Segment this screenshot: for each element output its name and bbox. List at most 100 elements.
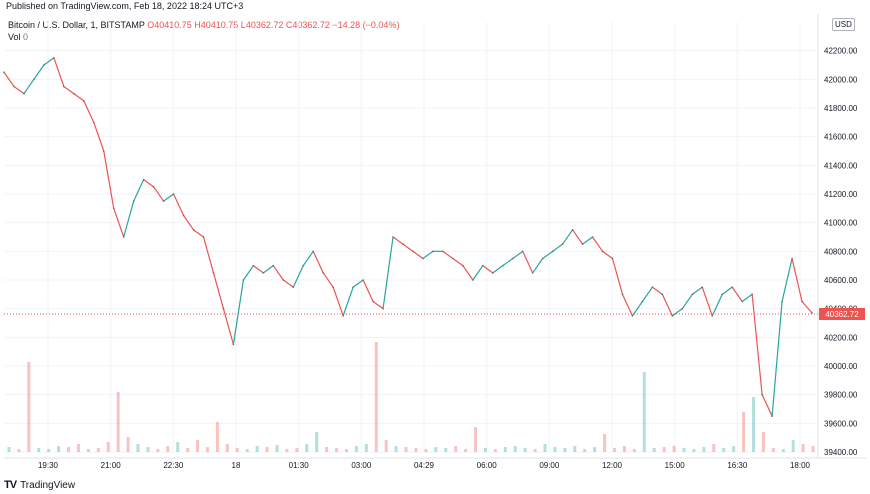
tradingview-logo-icon[interactable]: TV	[4, 479, 17, 491]
price-segment	[392, 236, 404, 245]
price-point	[511, 257, 514, 260]
price-point	[362, 279, 364, 281]
price-segment	[53, 57, 65, 87]
price-segment	[532, 258, 544, 274]
price-point	[392, 236, 394, 238]
price-segment	[741, 293, 753, 302]
price-segment	[342, 286, 354, 317]
price-point	[482, 264, 484, 267]
volume-bar	[771, 448, 775, 452]
price-point	[332, 286, 334, 288]
volume-bar	[67, 447, 71, 452]
volume-bar	[742, 412, 746, 452]
x-tick-label: 22:30	[163, 461, 184, 470]
volume-bar	[454, 446, 458, 452]
price-segment	[352, 279, 364, 288]
volume-bar	[682, 448, 686, 452]
price-point	[212, 272, 215, 274]
price-segment	[412, 250, 424, 259]
currency-badge[interactable]: USD	[832, 18, 855, 31]
volume-bar	[285, 449, 289, 452]
price-segment	[292, 265, 304, 288]
volume-bar	[315, 432, 319, 452]
volume-bar	[761, 432, 765, 452]
symbol-name[interactable]: Bitcoin / U.S. Dollar, 1, BITSTAMP	[8, 20, 145, 30]
volume-label[interactable]: Vol	[8, 32, 21, 42]
price-segment	[23, 78, 35, 95]
price-segment	[232, 279, 245, 345]
price-segment	[681, 293, 693, 310]
price-point	[312, 250, 315, 253]
volume-bar	[176, 442, 180, 452]
volume-bar	[523, 448, 527, 452]
price-point	[541, 257, 544, 260]
price-segment	[402, 243, 414, 252]
volume-bar	[394, 446, 398, 452]
volume-bar	[215, 422, 219, 452]
volume-bar	[692, 449, 696, 452]
price-segment	[212, 272, 225, 309]
price-segment	[572, 229, 584, 245]
price-point	[23, 92, 25, 95]
price-point	[252, 264, 255, 267]
x-tick-label: 09:00	[539, 461, 560, 470]
price-point	[811, 312, 813, 314]
volume-bar	[503, 447, 507, 452]
price-point	[671, 315, 674, 317]
y-tick-label: 40200.00	[824, 333, 858, 342]
price-segment	[791, 258, 803, 302]
price-segment	[472, 265, 484, 281]
last-price-label: 40362.72	[825, 310, 859, 319]
price-point	[222, 307, 225, 310]
price-point	[322, 272, 325, 274]
price-segment	[801, 301, 813, 314]
price-segment	[73, 93, 85, 102]
price-point	[681, 307, 684, 310]
volume-bar	[384, 440, 388, 452]
price-segment	[711, 294, 723, 317]
price-point	[611, 257, 614, 260]
price-segment	[332, 286, 344, 317]
price-point	[352, 286, 354, 288]
price-point	[721, 293, 724, 296]
price-segment	[661, 294, 673, 317]
x-tick-label: 21:00	[101, 461, 122, 470]
x-tick-label: 16:30	[727, 461, 748, 470]
price-point	[83, 100, 85, 102]
price-segment	[462, 265, 474, 281]
price-segment	[93, 122, 105, 152]
price-point	[432, 250, 434, 253]
price-segment	[302, 250, 314, 267]
price-point	[711, 315, 714, 317]
price-point	[122, 236, 125, 238]
y-tick-label: 39600.00	[824, 419, 858, 428]
volume-bar	[732, 446, 736, 452]
volume-bar	[255, 446, 259, 452]
volume-bar	[37, 448, 41, 452]
volume-bar	[235, 448, 239, 452]
price-point	[442, 250, 444, 253]
volume-bar	[662, 447, 666, 452]
price-point	[691, 293, 694, 296]
price-point	[3, 71, 5, 73]
volume-bar	[364, 444, 368, 452]
price-segment	[183, 215, 195, 231]
price-segment	[362, 279, 374, 302]
price-segment	[253, 265, 264, 274]
y-tick-label: 41000.00	[824, 219, 858, 228]
price-segment	[482, 265, 494, 274]
price-segment	[562, 229, 574, 245]
x-tick-label: 06:00	[477, 461, 498, 470]
volume-bar	[186, 448, 190, 452]
y-tick-label: 40800.00	[824, 247, 858, 256]
volume-bar	[781, 449, 785, 452]
volume-bar	[751, 397, 755, 452]
price-point	[521, 250, 524, 253]
price-segment	[641, 286, 653, 302]
price-point	[53, 57, 55, 59]
volume-bar	[553, 447, 557, 452]
volume-bar	[613, 448, 616, 452]
price-segment	[83, 100, 95, 123]
volume-bar	[344, 449, 348, 452]
